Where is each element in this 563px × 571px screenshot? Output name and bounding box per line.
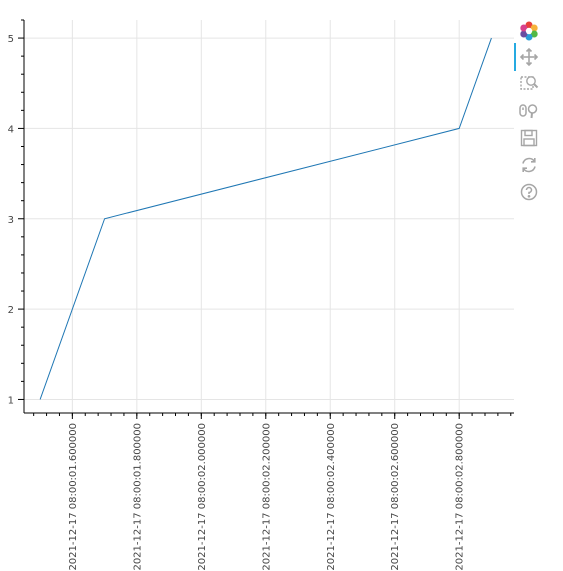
x-tick-label: 2021-12-17 08:00:02.800000 bbox=[455, 423, 466, 571]
y-tick-label: 4 bbox=[8, 124, 14, 135]
axes-layer bbox=[23, 20, 514, 414]
reset-tool-icon bbox=[519, 155, 539, 175]
series-layer bbox=[39, 37, 492, 400]
bokeh-logo-button[interactable] bbox=[514, 18, 544, 44]
box-zoom-tool-button[interactable] bbox=[514, 70, 544, 96]
pan-tool-button[interactable] bbox=[514, 44, 544, 70]
x-tick-label: 2021-12-17 08:00:02.200000 bbox=[261, 423, 272, 571]
grid-lines bbox=[24, 20, 514, 413]
save-tool-icon bbox=[519, 128, 539, 148]
wheel-zoom-tool-icon bbox=[518, 101, 540, 121]
pan-tool-icon bbox=[519, 47, 539, 67]
y-tick-label: 3 bbox=[8, 215, 14, 226]
active-tool-indicator bbox=[514, 43, 516, 71]
save-tool-button[interactable] bbox=[514, 125, 544, 151]
y-tick-label: 1 bbox=[8, 395, 14, 406]
box-zoom-tool-icon bbox=[519, 73, 539, 93]
x-tick-label: 2021-12-17 08:00:02.000000 bbox=[197, 423, 208, 571]
y-tick-label: 5 bbox=[8, 34, 14, 45]
reset-tool-button[interactable] bbox=[514, 152, 544, 178]
y-tick-label: 2 bbox=[8, 305, 14, 316]
wheel-zoom-tool-button[interactable] bbox=[514, 98, 544, 124]
chart-toolbar bbox=[514, 18, 548, 218]
help-tool-icon bbox=[519, 182, 539, 202]
x-tick-label: 2021-12-17 08:00:01.800000 bbox=[132, 423, 143, 571]
x-axis-ticks: 2021-12-17 08:00:01.600000 2021-12-17 08:… bbox=[33, 413, 512, 571]
bokeh-logo-icon bbox=[519, 21, 539, 41]
y-axis-ticks: 1 2 3 4 5 bbox=[8, 19, 24, 406]
series-line bbox=[39, 37, 492, 400]
help-tool-button[interactable] bbox=[514, 179, 544, 205]
x-tick-label: 2021-12-17 08:00:02.600000 bbox=[390, 423, 401, 571]
x-tick-label: 2021-12-17 08:00:02.400000 bbox=[326, 423, 337, 571]
x-tick-label: 2021-12-17 08:00:01.600000 bbox=[68, 423, 79, 571]
